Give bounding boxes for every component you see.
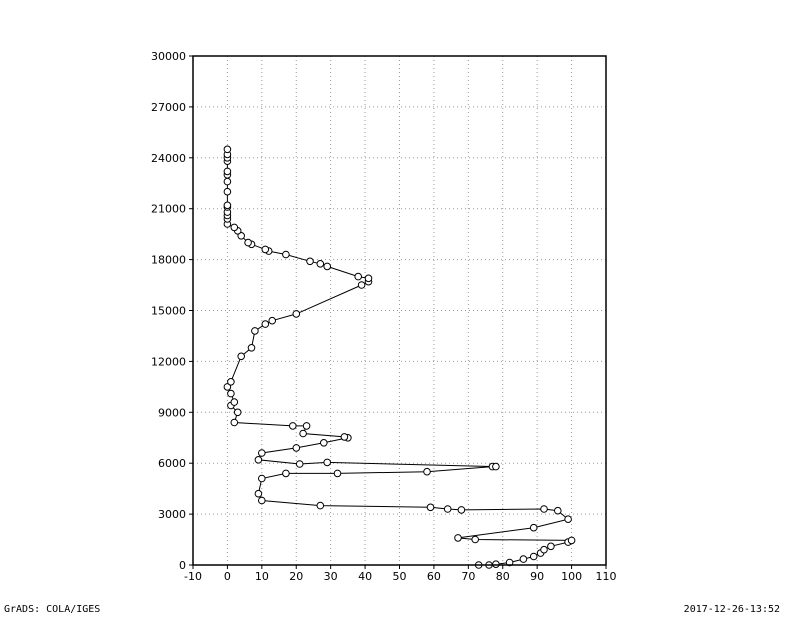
data-point-marker [258,474,266,483]
grid-lines [193,56,606,565]
footer-credit: GrADS: COLA/IGES [4,604,101,615]
data-point-marker [316,260,325,268]
data-point-marker [492,560,500,569]
x-tick-label: 90 [530,570,544,583]
data-point-marker [567,536,576,545]
data-point-marker [457,506,466,514]
data-point-marker [354,272,363,281]
y-tick-label: 15000 [151,305,186,318]
data-point-marker [540,505,548,513]
x-tick-label: 20 [289,570,303,583]
data-point-marker [254,456,263,464]
series-line-group [226,149,572,566]
data-point-marker [223,201,232,210]
data-point-marker [223,177,232,186]
y-tick-label: 12000 [151,355,186,368]
y-tick-label: 9000 [158,406,186,419]
y-tick-label: 3000 [158,508,186,521]
data-point-marker [505,558,514,567]
data-point-marker [320,439,328,447]
data-point-marker [233,408,242,417]
data-point-marker [268,316,277,325]
data-point-marker [282,250,290,259]
data-point-marker [471,535,480,544]
data-point-marker [289,422,297,430]
data-point-marker [244,238,252,247]
x-tick-label: 70 [461,570,475,583]
data-point-marker [230,398,239,406]
data-point-marker [323,262,332,271]
data-point-marker [223,187,232,196]
data-point-marker [223,145,232,154]
data-point-marker [364,274,373,283]
data-point-marker [230,418,239,427]
data-point-marker [306,257,314,266]
y-tick-label: 0 [179,559,186,572]
data-point-marker [423,467,431,476]
x-tick-label: 30 [324,570,338,583]
x-tick-label: 40 [358,570,372,583]
data-point-marker [295,460,304,468]
y-tick-label: 6000 [158,457,186,470]
data-point-marker [540,545,548,554]
data-point-marker [282,469,290,478]
data-point-marker [261,245,270,254]
x-tick-label: 60 [427,570,441,583]
data-point-marker [426,503,435,512]
y-tick-label: 24000 [151,152,186,165]
x-tick-label: 80 [496,570,510,583]
data-point-marker [247,344,256,352]
x-tick-label: 50 [393,570,407,583]
data-point-marker [333,469,342,478]
x-tick-label: 10 [255,570,269,583]
data-point-marker [254,489,263,498]
y-tick-label: 18000 [151,254,186,267]
data-point-marker [340,433,349,441]
data-point-marker [519,555,528,563]
data-point-marker [237,352,245,361]
data-point-marker [554,506,562,515]
data-point-marker [223,167,232,176]
data-point-marker [251,327,259,335]
x-tick-label: -10 [184,570,202,583]
data-point-marker [258,496,266,505]
data-point-marker [237,232,245,240]
data-point-marker [299,429,307,438]
y-tick-label: 21000 [151,203,186,216]
x-tick-label: 0 [224,570,231,583]
data-point-marker [227,378,235,386]
data-point-marker [454,534,462,542]
y-tick-label: 30000 [151,50,186,63]
series-markers-group [223,145,576,569]
data-point-marker [316,501,325,510]
data-point-marker [357,281,366,289]
data-point-marker [230,223,239,232]
data-point-marker [302,422,311,430]
data-point-marker [547,542,555,551]
data-point-marker [292,310,301,318]
data-point-marker [529,523,538,532]
data-point-marker [258,449,266,457]
y-axis-ticks: 0 3000 6000 9000 12000 15000 18000 21000 24000 27… [151,50,193,572]
series-line [226,149,572,566]
x-tick-label: 100 [561,570,582,583]
footer-timestamp: 2017-12-26-13:52 [683,604,780,615]
data-point-marker [323,458,332,467]
data-point-marker [564,515,572,524]
data-point-marker [492,462,500,471]
data-point-marker [227,389,235,398]
data-point-marker [443,505,452,513]
data-point-marker [529,552,538,561]
x-axis-ticks: -10 0 10 20 30 40 50 60 70 80 90 100 110 [184,565,617,583]
x-tick-label: 110 [596,570,617,583]
y-tick-label: 27000 [151,101,186,114]
data-point-marker [223,383,232,391]
data-point-marker [261,320,270,328]
data-point-marker [292,444,301,452]
